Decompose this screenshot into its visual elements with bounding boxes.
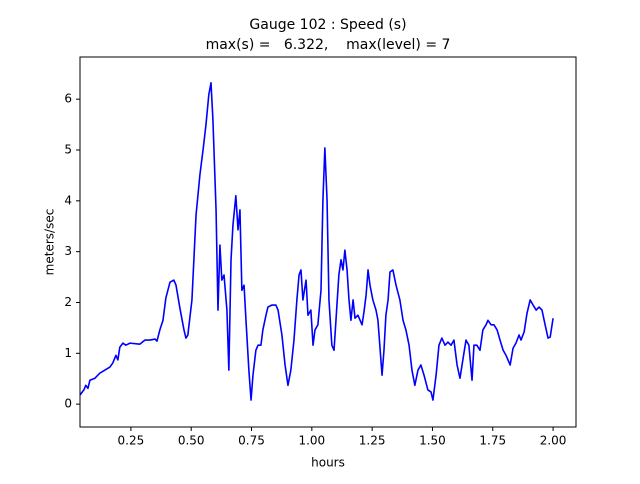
x-tick-label: 0.50 xyxy=(178,434,205,448)
x-tick-label: 1.75 xyxy=(479,434,506,448)
y-tick-label: 5 xyxy=(64,143,72,157)
x-tick-label: 1.00 xyxy=(298,434,325,448)
y-tick-label: 3 xyxy=(64,244,72,258)
data-line xyxy=(79,82,554,401)
y-tick-label: 6 xyxy=(64,92,72,106)
y-tick-label: 1 xyxy=(64,346,72,360)
y-tick-label: 0 xyxy=(64,397,72,411)
chart-title: Gauge 102 : Speed (s) xyxy=(249,17,406,33)
chart-subtitle: max(s) = 6.322, max(level) = 7 xyxy=(206,37,451,53)
x-tick-label: 1.25 xyxy=(359,434,386,448)
y-tick-label: 2 xyxy=(64,295,72,309)
x-tick-label: 0.75 xyxy=(238,434,265,448)
x-tick-label: 2.00 xyxy=(540,434,567,448)
x-tick-label: 0.25 xyxy=(118,434,145,448)
y-axis-label: meters/sec xyxy=(43,209,57,276)
x-axis-label: hours xyxy=(311,456,345,470)
y-tick-label: 4 xyxy=(64,193,72,207)
x-tick-label: 1.50 xyxy=(419,434,446,448)
plot-frame xyxy=(79,56,577,428)
